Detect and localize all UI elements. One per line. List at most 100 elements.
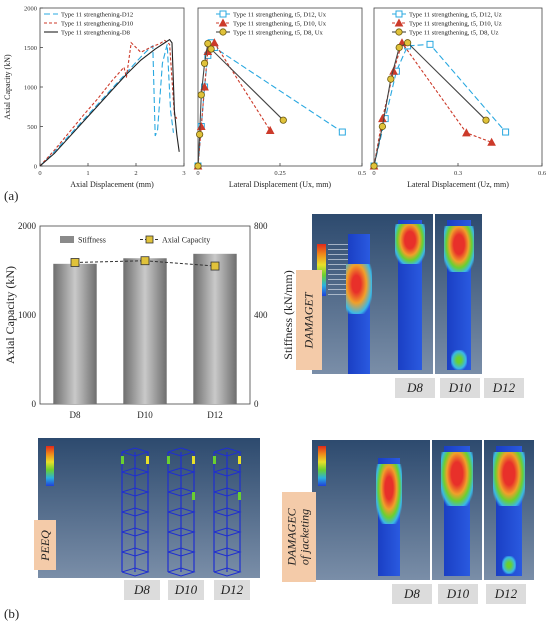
x-tick-label: 0 bbox=[38, 170, 41, 177]
legend-marker bbox=[219, 28, 227, 36]
frame-hotspot bbox=[192, 456, 195, 464]
fem-damaget-label-d10: D10 bbox=[440, 378, 480, 398]
legend-entry: Axial Capacity bbox=[162, 236, 210, 245]
data-point-2 bbox=[279, 116, 287, 124]
series-line-0 bbox=[39, 44, 174, 167]
x-tick-label: 0 bbox=[196, 170, 199, 177]
legend-entry: Stiffness bbox=[78, 236, 106, 245]
series-line-0 bbox=[373, 43, 507, 167]
fem-damagec-d10 bbox=[432, 440, 482, 580]
y-tick-label: 1000 bbox=[18, 310, 37, 320]
fem-damagec-label-d12: D12 bbox=[486, 584, 526, 604]
contour-legend-icon bbox=[318, 446, 326, 486]
legend-marker bbox=[218, 18, 228, 27]
data-point-2 bbox=[197, 91, 205, 99]
fem-damagec-label-d10: D10 bbox=[438, 584, 478, 604]
data-point-1 bbox=[462, 128, 471, 137]
frame-hotspot bbox=[167, 456, 170, 464]
fem-damaget-legend-column bbox=[312, 214, 386, 374]
legend-marker bbox=[395, 10, 403, 18]
chart-lateral-z: 0 0.3 0.6 Lateral Displacement (Uz, mm) Type… bbox=[369, 7, 547, 189]
frame-hotspot bbox=[192, 492, 195, 500]
fem-damagec-tag: DAMAGEC of jacketing bbox=[282, 492, 316, 582]
fem-damaget-label-d8: D8 bbox=[395, 378, 435, 398]
legend-entry: Type 11 strengthening-D8 bbox=[61, 30, 131, 37]
capacity-point bbox=[140, 256, 150, 266]
y-tick-label: 2000 bbox=[18, 221, 37, 231]
y-tick-label: 0 bbox=[34, 164, 37, 171]
x-tick-label: D12 bbox=[207, 410, 223, 420]
series-line-0 bbox=[197, 41, 343, 167]
data-point-2 bbox=[387, 75, 395, 83]
capacity-point bbox=[70, 258, 80, 267]
frame-hotspot bbox=[146, 456, 149, 464]
data-point-2 bbox=[200, 59, 209, 67]
x-tick-label: 3 bbox=[182, 170, 185, 177]
legend-marker bbox=[145, 235, 154, 244]
data-point-2 bbox=[207, 45, 215, 53]
fem-peeq-tag: PEEQ bbox=[34, 520, 56, 570]
x-axis-label: Lateral Displacement (Uz, mm) bbox=[407, 180, 509, 189]
series-line-2 bbox=[373, 42, 487, 167]
data-point-0 bbox=[502, 128, 510, 136]
data-point-1 bbox=[210, 38, 219, 47]
data-point-0 bbox=[426, 40, 434, 48]
legend-marker bbox=[219, 10, 227, 18]
y-axis-label: Axial Capacity (kN) bbox=[3, 54, 12, 120]
data-point-1 bbox=[389, 66, 398, 75]
data-point-2 bbox=[403, 39, 412, 47]
fem-damaget-label-d12: D12 bbox=[484, 378, 524, 398]
y2-tick-label: 0 bbox=[254, 399, 259, 409]
series-line-1 bbox=[39, 39, 178, 167]
y2-tick-label: 400 bbox=[254, 310, 268, 320]
fem-damaget-d12 bbox=[435, 214, 482, 374]
legend-entry: Type 11 strengthening, t5, D10, Uz bbox=[409, 21, 502, 28]
legend-entry: Type 11 strengthening, t5, D12, Ux bbox=[233, 12, 327, 19]
x-tick-label: 2 bbox=[134, 170, 137, 177]
legend-entry: Type 11 strengthening, t5, D12, Uz bbox=[409, 12, 502, 19]
x-tick-label: 0.25 bbox=[274, 170, 285, 177]
frame-hotspot bbox=[238, 456, 241, 464]
legend-entry: Type 11 strengthening, t5, D10, Ux bbox=[233, 21, 327, 28]
data-point-1 bbox=[265, 125, 275, 134]
x-tick-label: 0 bbox=[372, 170, 375, 177]
data-point-2 bbox=[194, 162, 202, 170]
x-tick-label: 0.5 bbox=[358, 170, 366, 177]
legend-swatch-bar bbox=[60, 236, 74, 243]
legend-marker bbox=[395, 28, 403, 36]
capacity-point bbox=[210, 261, 220, 271]
data-point-2 bbox=[204, 39, 212, 48]
panel-label-b: (b) bbox=[4, 606, 20, 621]
data-point-1 bbox=[200, 82, 209, 91]
y-tick-label: 2000 bbox=[24, 6, 37, 13]
x-tick-label: D10 bbox=[137, 410, 153, 420]
y2-axis-label: Stiffness (kN/mm) bbox=[281, 270, 295, 359]
series-line-1 bbox=[373, 41, 492, 167]
legend-entry: Type 11 strengthening, t5, D8, Uz bbox=[409, 30, 498, 37]
data-point-2 bbox=[378, 122, 386, 131]
fem-damagec-d8 bbox=[312, 440, 430, 580]
series-line-2 bbox=[39, 38, 180, 167]
fem-peeq-label-d10: D10 bbox=[168, 580, 204, 600]
y-tick-label: 0 bbox=[32, 399, 37, 409]
data-point-2 bbox=[482, 116, 490, 124]
y-tick-label: 1500 bbox=[24, 45, 37, 52]
y-tick-label: 500 bbox=[27, 124, 37, 131]
fem-peeq-label-d12: D12 bbox=[214, 580, 250, 600]
x-axis-label: Lateral Displacement (Ux, mm) bbox=[229, 180, 332, 189]
legend-entry: Type 11 strengthening, t5, D8, Ux bbox=[233, 30, 323, 37]
chart-lateral-x: 0 0.25 0.5 Lateral Displacement (Ux, mm) Typ… bbox=[193, 7, 366, 189]
x-axis-label: Axial Displacement (mm) bbox=[70, 180, 154, 189]
frame-hotspot bbox=[213, 456, 216, 464]
bar bbox=[123, 258, 167, 404]
fem-peeq-view bbox=[38, 438, 260, 578]
bar bbox=[53, 263, 97, 404]
data-point-0 bbox=[338, 128, 346, 136]
panel-label-a: (a) bbox=[4, 188, 19, 203]
x-tick-label: D8 bbox=[70, 410, 81, 420]
fem-damaget-d10 bbox=[386, 214, 433, 374]
fem-damagec-d12 bbox=[484, 440, 534, 580]
chart-axial: 0 1 2 3 0 500 1000 1500 2000 Axial Displacement (… bbox=[3, 6, 186, 190]
y2-tick-label: 800 bbox=[254, 221, 268, 231]
x-tick-label: 0.3 bbox=[454, 170, 462, 177]
